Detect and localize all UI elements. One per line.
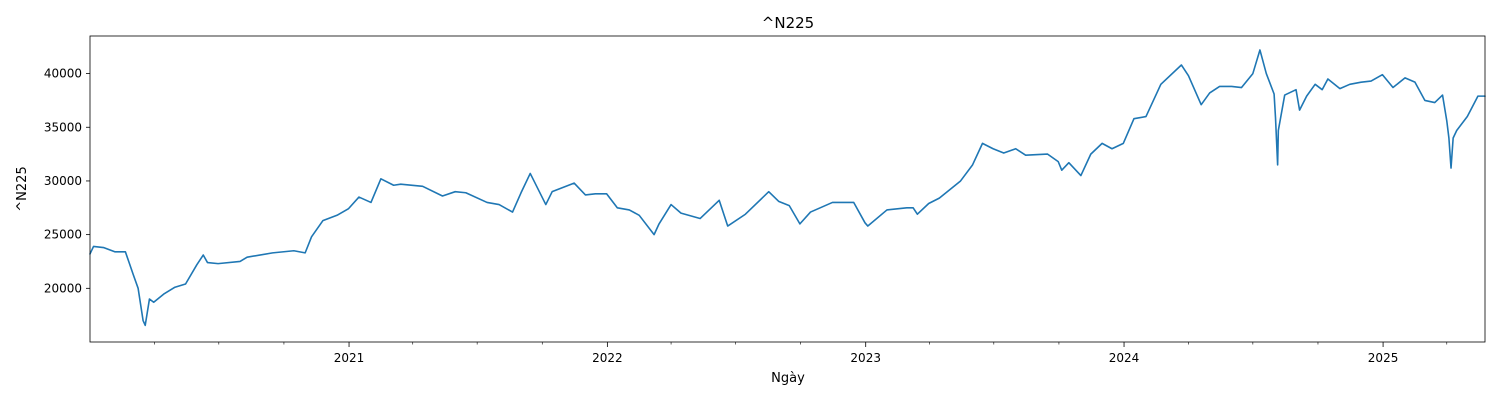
x-tick-label: 2022	[592, 351, 623, 365]
plot-area	[89, 49, 1486, 327]
x-tick-label: 2023	[850, 351, 881, 365]
y-tick-label: 35000	[44, 120, 82, 134]
y-tick-label: 25000	[44, 228, 82, 242]
x-tick-label: 2025	[1368, 351, 1399, 365]
y-tick-label: 40000	[44, 67, 82, 81]
y-tick-label: 20000	[44, 281, 82, 295]
chart-title: ^N225	[762, 14, 814, 32]
y-axis-ticks: 20000 25000 30000 35000 40000	[44, 67, 90, 295]
axes-frame	[89, 35, 1486, 343]
x-axis-title: Ngày	[771, 371, 805, 386]
y-tick-label: 30000	[44, 174, 82, 188]
x-axis-ticks: 2021 2022 2023 2024 2025	[154, 342, 1448, 365]
x-tick-label: 2024	[1109, 351, 1140, 365]
n225-price-line	[89, 49, 1486, 327]
x-tick-label: 2021	[334, 351, 365, 365]
y-axis-title: ^N225	[15, 166, 30, 211]
